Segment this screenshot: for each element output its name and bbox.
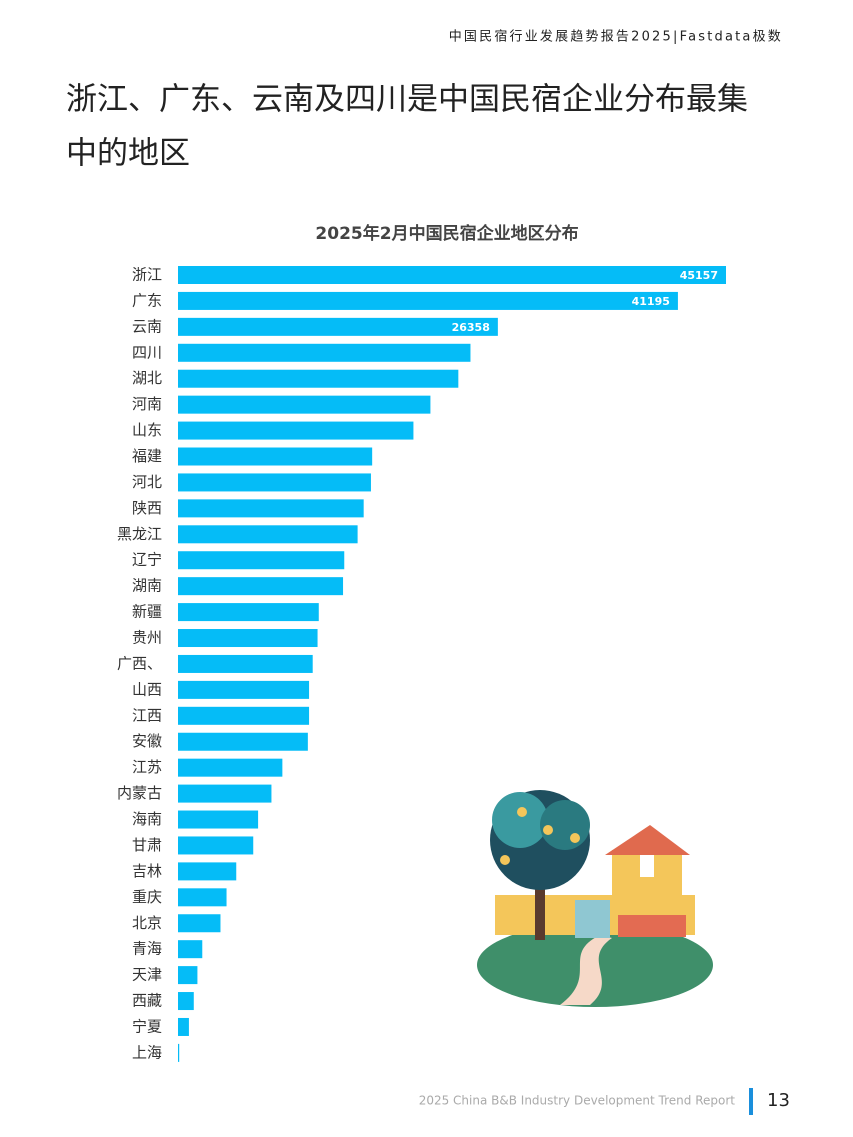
category-label: 天津 (132, 966, 162, 984)
bar (178, 369, 459, 388)
value-label: 26358 (452, 321, 490, 334)
category-label: 山东 (132, 421, 162, 439)
category-label: 贵州 (132, 629, 162, 647)
category-label: 黑龙江 (117, 525, 162, 543)
category-label: 新疆 (132, 603, 162, 621)
category-label: 北京 (132, 914, 162, 932)
bar (178, 395, 431, 414)
footer-text: 2025 China B&B Industry Development Tren… (419, 1094, 736, 1108)
category-label: 湖南 (132, 577, 162, 595)
illustration (477, 790, 713, 1007)
category-label: 青海 (132, 940, 162, 958)
category-label: 重庆 (132, 888, 162, 906)
bar (178, 629, 318, 648)
header: 中国民宿行业发展趋势报告2025|Fastdata极数 (449, 29, 783, 45)
category-label: 广西、 (117, 654, 162, 672)
bar (178, 758, 283, 777)
category-label: 西藏 (132, 992, 162, 1010)
bar (178, 603, 319, 622)
bar (178, 966, 198, 985)
heading-line: 中的地区 (66, 136, 190, 172)
category-label: 海南 (132, 810, 162, 828)
category-label: 吉林 (132, 862, 162, 880)
bar (178, 940, 203, 959)
bar (178, 343, 471, 362)
category-label: 云南 (132, 317, 162, 335)
bar (178, 473, 371, 492)
bar (178, 499, 364, 518)
bar (178, 317, 498, 336)
category-label: 四川 (132, 343, 162, 361)
category-label: 宁夏 (132, 1017, 162, 1035)
bar (178, 266, 726, 284)
bar (178, 421, 414, 440)
bar (178, 447, 373, 466)
bar (178, 862, 237, 881)
value-label: 45157 (680, 269, 718, 282)
heading-line: 浙江、广东、云南及四川是中国民宿企业分布最集 (66, 82, 748, 118)
category-label: 河北 (132, 473, 162, 491)
bar (178, 291, 678, 310)
category-label: 江苏 (132, 758, 162, 776)
category-label: 辽宁 (132, 551, 162, 569)
bar (178, 810, 259, 829)
footer-bar (749, 1088, 753, 1115)
bar (178, 888, 227, 907)
category-label: 浙江 (132, 266, 162, 284)
bar (178, 706, 310, 725)
bar (178, 836, 254, 855)
category-label: 江西 (132, 706, 162, 724)
category-label: 陕西 (132, 499, 162, 517)
category-label: 福建 (132, 447, 162, 465)
bar (178, 1043, 180, 1062)
bar (178, 654, 313, 673)
category-label: 河南 (132, 395, 162, 413)
category-label: 甘肃 (132, 836, 162, 854)
category-label: 广东 (132, 291, 162, 309)
bar (178, 914, 221, 933)
bar (178, 992, 194, 1011)
category-label: 湖北 (132, 369, 162, 387)
chart-title: 2025年2月中国民宿企业地区分布 (315, 223, 578, 244)
bar (178, 525, 358, 544)
bar (178, 551, 345, 570)
page-number: 13 (767, 1090, 790, 1111)
bar (178, 680, 310, 699)
bar (178, 732, 308, 751)
category-label: 山西 (132, 680, 162, 698)
value-label: 41195 (632, 295, 670, 308)
bar (178, 784, 272, 803)
category-label: 安徽 (132, 732, 162, 750)
category-label: 上海 (132, 1043, 162, 1061)
bar (178, 1017, 189, 1036)
bar (178, 577, 344, 596)
category-label: 内蒙古 (117, 784, 162, 802)
